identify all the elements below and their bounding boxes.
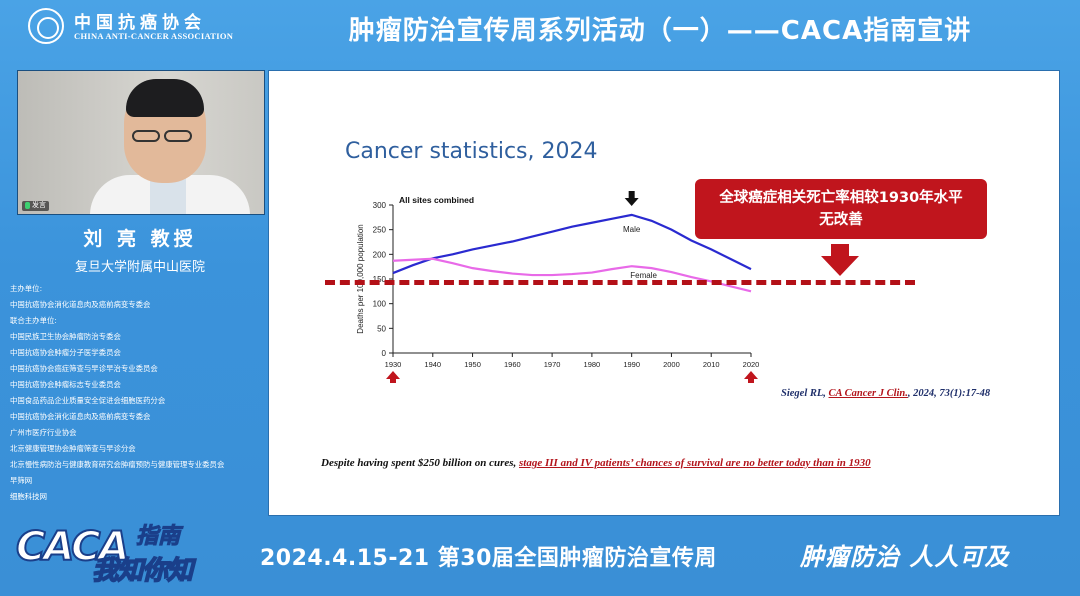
x-tick-label: 1960 bbox=[504, 360, 521, 369]
x-tick-label: 1980 bbox=[584, 360, 601, 369]
mortality-chart: 0 50 100 150 200 250 300 1930 1940 1950 1960 1970 19… bbox=[349, 189, 769, 389]
footer-date-event: 2024.4.15-21 第30届全国肿瘤防治宣传周 bbox=[260, 546, 717, 571]
mortality-chart-svg: 0 50 100 150 200 250 300 1930 1940 1950 1960 1970 19… bbox=[356, 191, 760, 383]
citation-journal-link[interactable]: CA Cancer J Clin. bbox=[828, 388, 908, 399]
series-line-female bbox=[392, 257, 752, 293]
series-label-female: Female bbox=[630, 271, 657, 280]
y-tick-label: 300 bbox=[373, 201, 387, 210]
end-year-up-arrow-icon bbox=[744, 371, 758, 383]
organizer-item: 中国食品药品企业质量安全促进会细胞医药分会 bbox=[10, 396, 166, 405]
y-tick-label: 0 bbox=[382, 349, 387, 358]
footer-zhinan-text: 指南 bbox=[135, 524, 181, 550]
speaker-hair bbox=[126, 79, 204, 117]
callout-line-2: 无改善 bbox=[819, 212, 863, 228]
y-tick-label: 100 bbox=[373, 300, 387, 309]
y-tick-label: 200 bbox=[373, 250, 387, 259]
x-tick-label: 2020 bbox=[743, 360, 760, 369]
presentation-slide: Cancer statistics, 2024 0 50 100 150 200 250 3… bbox=[268, 70, 1060, 516]
x-tick-label: 2010 bbox=[703, 360, 720, 369]
organizer-item: 中国抗癌协会消化道息肉及癌前病变专委会 bbox=[10, 412, 151, 421]
footer-caca-text: CACA bbox=[15, 523, 130, 571]
x-tick-label: 1990 bbox=[623, 360, 640, 369]
slide-title: Cancer statistics, 2024 bbox=[345, 139, 598, 164]
speaker-affiliation: 复旦大学附属中山医院 bbox=[74, 260, 205, 275]
citation: Siegel RL, CA Cancer J Clin., 2024, 73(1… bbox=[781, 388, 990, 399]
chart-title: All sites combined bbox=[399, 195, 474, 205]
mic-status-badge: 发言 bbox=[22, 201, 49, 211]
y-tick-label: 150 bbox=[373, 275, 387, 284]
peak-down-arrow-icon bbox=[624, 191, 639, 206]
organizer-item: 主办单位: bbox=[10, 284, 43, 293]
logo-chinese-name: 中国抗癌协会 bbox=[74, 13, 206, 33]
organizer-item: 联合主办单位: bbox=[10, 316, 57, 325]
x-tick-label: 2000 bbox=[663, 360, 680, 369]
organizer-item: 细胞科技网 bbox=[10, 492, 47, 501]
start-year-up-arrow-icon bbox=[386, 371, 400, 383]
note-highlight: stage III and IV patients’ chances of su… bbox=[519, 457, 871, 469]
organizer-item: 中国抗癌协会肿瘤分子医学委员会 bbox=[10, 348, 121, 357]
y-tick-label: 50 bbox=[377, 324, 386, 333]
series-label-male: Male bbox=[623, 225, 641, 234]
x-tick-label: 1930 bbox=[385, 360, 402, 369]
organizer-item: 中国抗癌协会肿瘤标志专业委员会 bbox=[10, 380, 121, 389]
caca-footer-logo: CACA 指南 我知你知 bbox=[8, 516, 258, 596]
speaker-name: 刘 亮 教授 bbox=[83, 228, 197, 250]
header-logo: 中国抗癌协会 CHINA ANTI-CANCER ASSOCIATION bbox=[28, 6, 258, 46]
citation-authors: Siegel RL, bbox=[781, 388, 829, 399]
speaker-video-feed[interactable]: 发言 bbox=[17, 70, 265, 215]
cancer-association-emblem-icon bbox=[28, 8, 64, 44]
x-tick-label: 1970 bbox=[544, 360, 561, 369]
bottom-note: Despite having spent $250 billion on cur… bbox=[321, 457, 871, 469]
mic-icon bbox=[25, 201, 30, 209]
conclusion-callout: 全球癌症相关死亡率相较1930年水平 无改善 bbox=[695, 179, 987, 239]
note-prefix: Despite having spent $250 billion on cur… bbox=[321, 457, 520, 469]
organizer-list: 主办单位: 中国抗癌协会消化道息肉及癌前病变专委会 联合主办单位: 中国民族卫生协会肿… bbox=[10, 281, 272, 505]
organizer-item: 中国民族卫生协会肿瘤防治专委会 bbox=[10, 332, 121, 341]
y-axis-label: Deaths per 100,000 population bbox=[356, 224, 365, 333]
y-tick-label: 250 bbox=[373, 226, 387, 235]
citation-details: , 2024, 73(1):17-48 bbox=[907, 388, 991, 399]
organizer-item: 北京慢性病防治与健康教育研究会肿瘤预防与健康管理专业委员会 bbox=[10, 460, 225, 469]
baseline-dashed-line bbox=[325, 280, 915, 285]
logo-english-name: CHINA ANTI-CANCER ASSOCIATION bbox=[74, 31, 234, 41]
footer-motto: 肿瘤防治 人人可及 bbox=[800, 543, 1010, 571]
organizer-item: 中国抗癌协会消化道息肉及癌前病变专委会 bbox=[10, 300, 151, 309]
mic-status-label: 发言 bbox=[32, 202, 46, 209]
x-tick-label: 1940 bbox=[424, 360, 441, 369]
speaker-glasses bbox=[132, 129, 202, 143]
organizer-item: 北京健康管理协会肿瘤筛查与早诊分会 bbox=[10, 444, 136, 453]
organizer-item: 中国抗癌协会癌症筛查与早诊早治专业委员会 bbox=[10, 364, 158, 373]
callout-line-1: 全球癌症相关死亡率相较1930年水平 bbox=[719, 190, 963, 206]
down-arrow-icon bbox=[821, 244, 859, 276]
footer-slogan-text: 我知你知 bbox=[91, 555, 194, 587]
organizer-item: 早筛网 bbox=[10, 476, 33, 485]
organizer-item: 广州市医疗行业协会 bbox=[10, 428, 77, 437]
x-tick-label: 1950 bbox=[464, 360, 481, 369]
page-title: 肿瘤防治宣传周系列活动（一）——CACA指南宣讲 bbox=[348, 16, 972, 46]
